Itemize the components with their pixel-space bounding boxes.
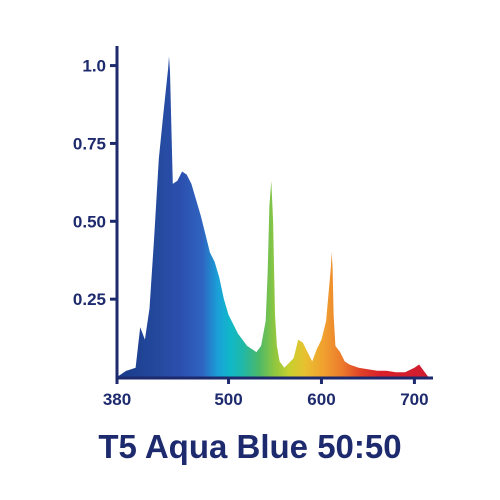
x-tick-label: 700: [400, 390, 428, 409]
x-ticks: 380 500 600 700: [103, 378, 429, 409]
spectrum-area: [117, 56, 433, 377]
y-ticks: 0.25 0.50 0.75 1.0: [73, 57, 117, 309]
y-tick-label: 1.0: [82, 57, 106, 76]
x-tick-label: 600: [307, 390, 335, 409]
y-tick-label: 0.50: [73, 212, 106, 231]
chart-title: T5 Aqua Blue 50:50: [98, 428, 402, 465]
x-tick-label: 500: [214, 390, 242, 409]
y-tick-label: 0.25: [73, 290, 106, 309]
axes: [115, 46, 433, 380]
y-tick-label: 0.75: [73, 134, 106, 153]
x-tick-label: 380: [103, 390, 131, 409]
